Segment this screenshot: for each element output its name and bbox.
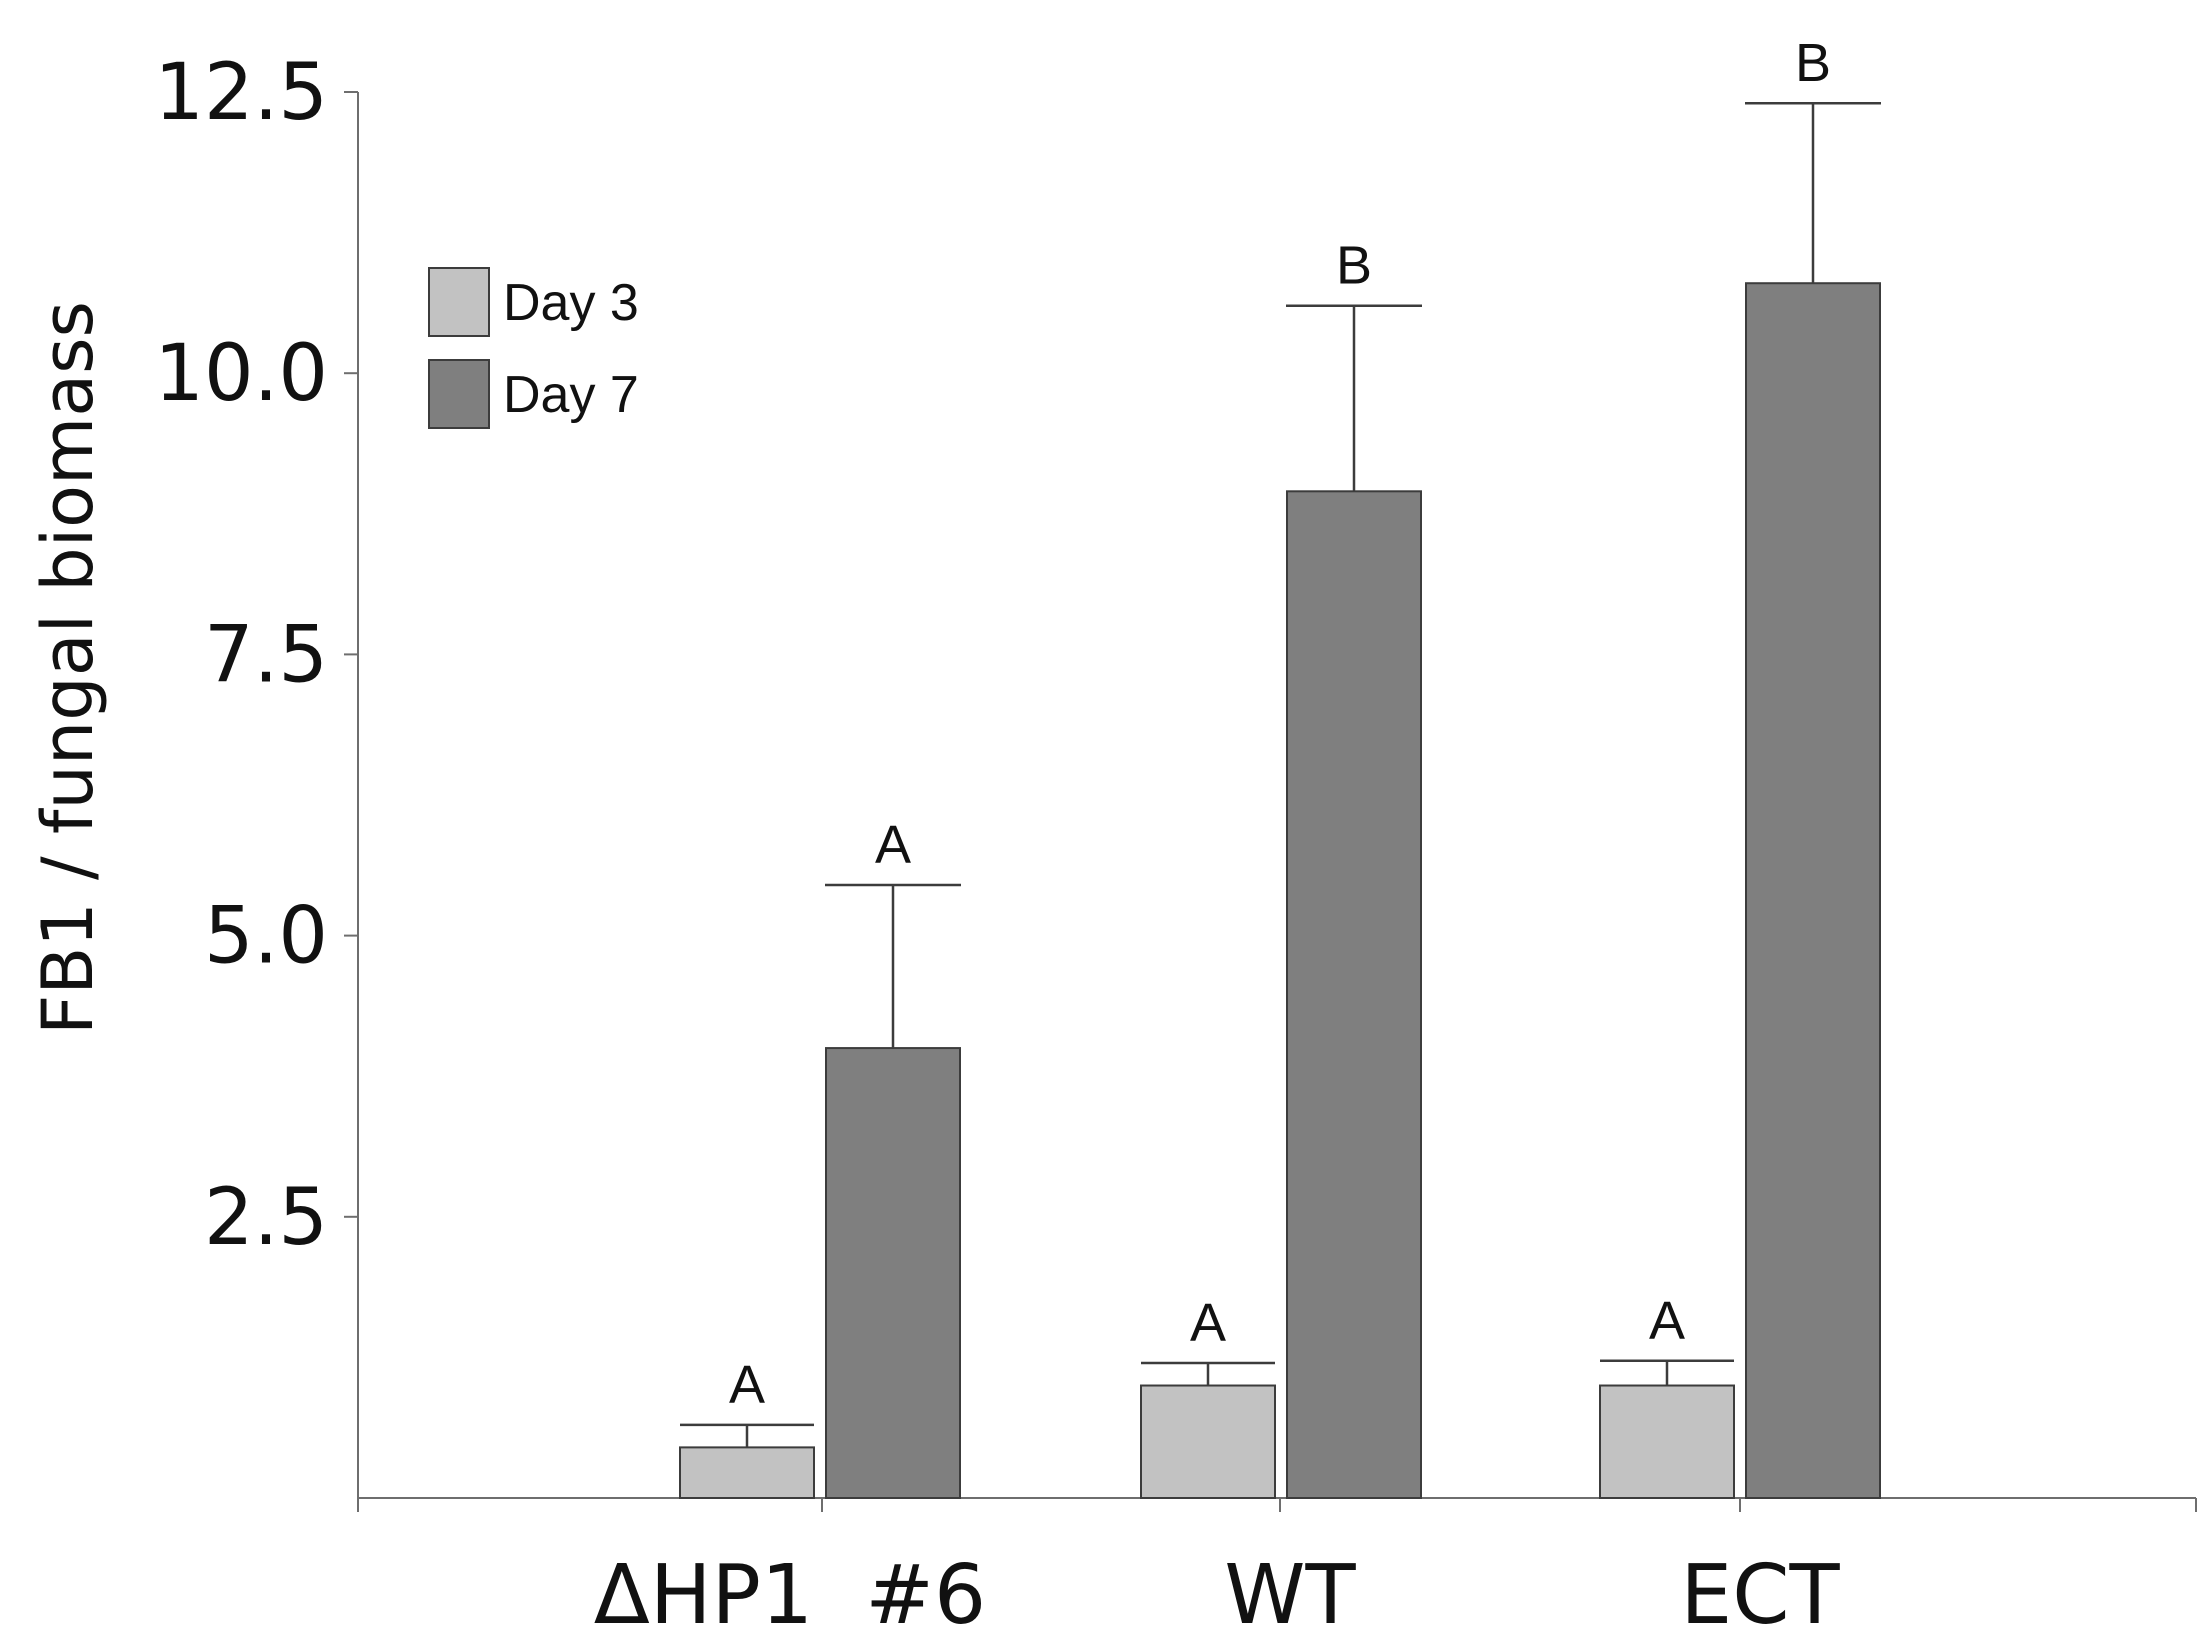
y-tick-label: 10.0 [154, 329, 328, 419]
bar-day-7 [1286, 490, 1422, 1499]
x-tick-label: ECT [1680, 1548, 1840, 1643]
significance-letter: A [875, 815, 911, 875]
y-tick-label: 2.5 [204, 1173, 328, 1263]
significance-labels: A A A A B B [729, 33, 1831, 1415]
y-tick-label: 12.5 [154, 48, 328, 138]
legend-label-day-7: Day 7 [503, 366, 639, 424]
error-bars [680, 101, 1881, 1448]
y-tick-label: 5.0 [204, 892, 328, 982]
legend-swatch-day-3 [428, 267, 490, 337]
bar-day-3 [679, 1446, 815, 1500]
legend: Day 3 Day 7 [428, 267, 639, 429]
significance-letter: A [1190, 1293, 1226, 1353]
significance-letter: B [1795, 33, 1831, 93]
legend-label-day-3: Day 3 [503, 274, 639, 332]
bars [679, 282, 1881, 1500]
significance-letter: A [1649, 1291, 1685, 1351]
y-tick-label: 7.5 [204, 610, 328, 700]
y-ticks: 2.5 5.0 7.5 10.0 12.5 [154, 48, 358, 1263]
x-tick-label: WT [1224, 1548, 1356, 1643]
y-axis-label: FB1 / fungal biomass [27, 301, 109, 1035]
bar-day-7 [1745, 282, 1881, 1500]
significance-letter: A [729, 1355, 765, 1415]
bar-day-3 [1599, 1384, 1735, 1500]
axes [357, 92, 2196, 1512]
significance-letter: B [1336, 236, 1372, 296]
bar-day-3 [1140, 1384, 1276, 1500]
bar-day-7 [825, 1047, 961, 1499]
x-tick-label: ΔHP1 #6 [594, 1548, 986, 1643]
legend-swatch-day-7 [428, 359, 490, 429]
x-ticks: ΔHP1 #6 WT ECT [357, 1498, 2197, 1643]
